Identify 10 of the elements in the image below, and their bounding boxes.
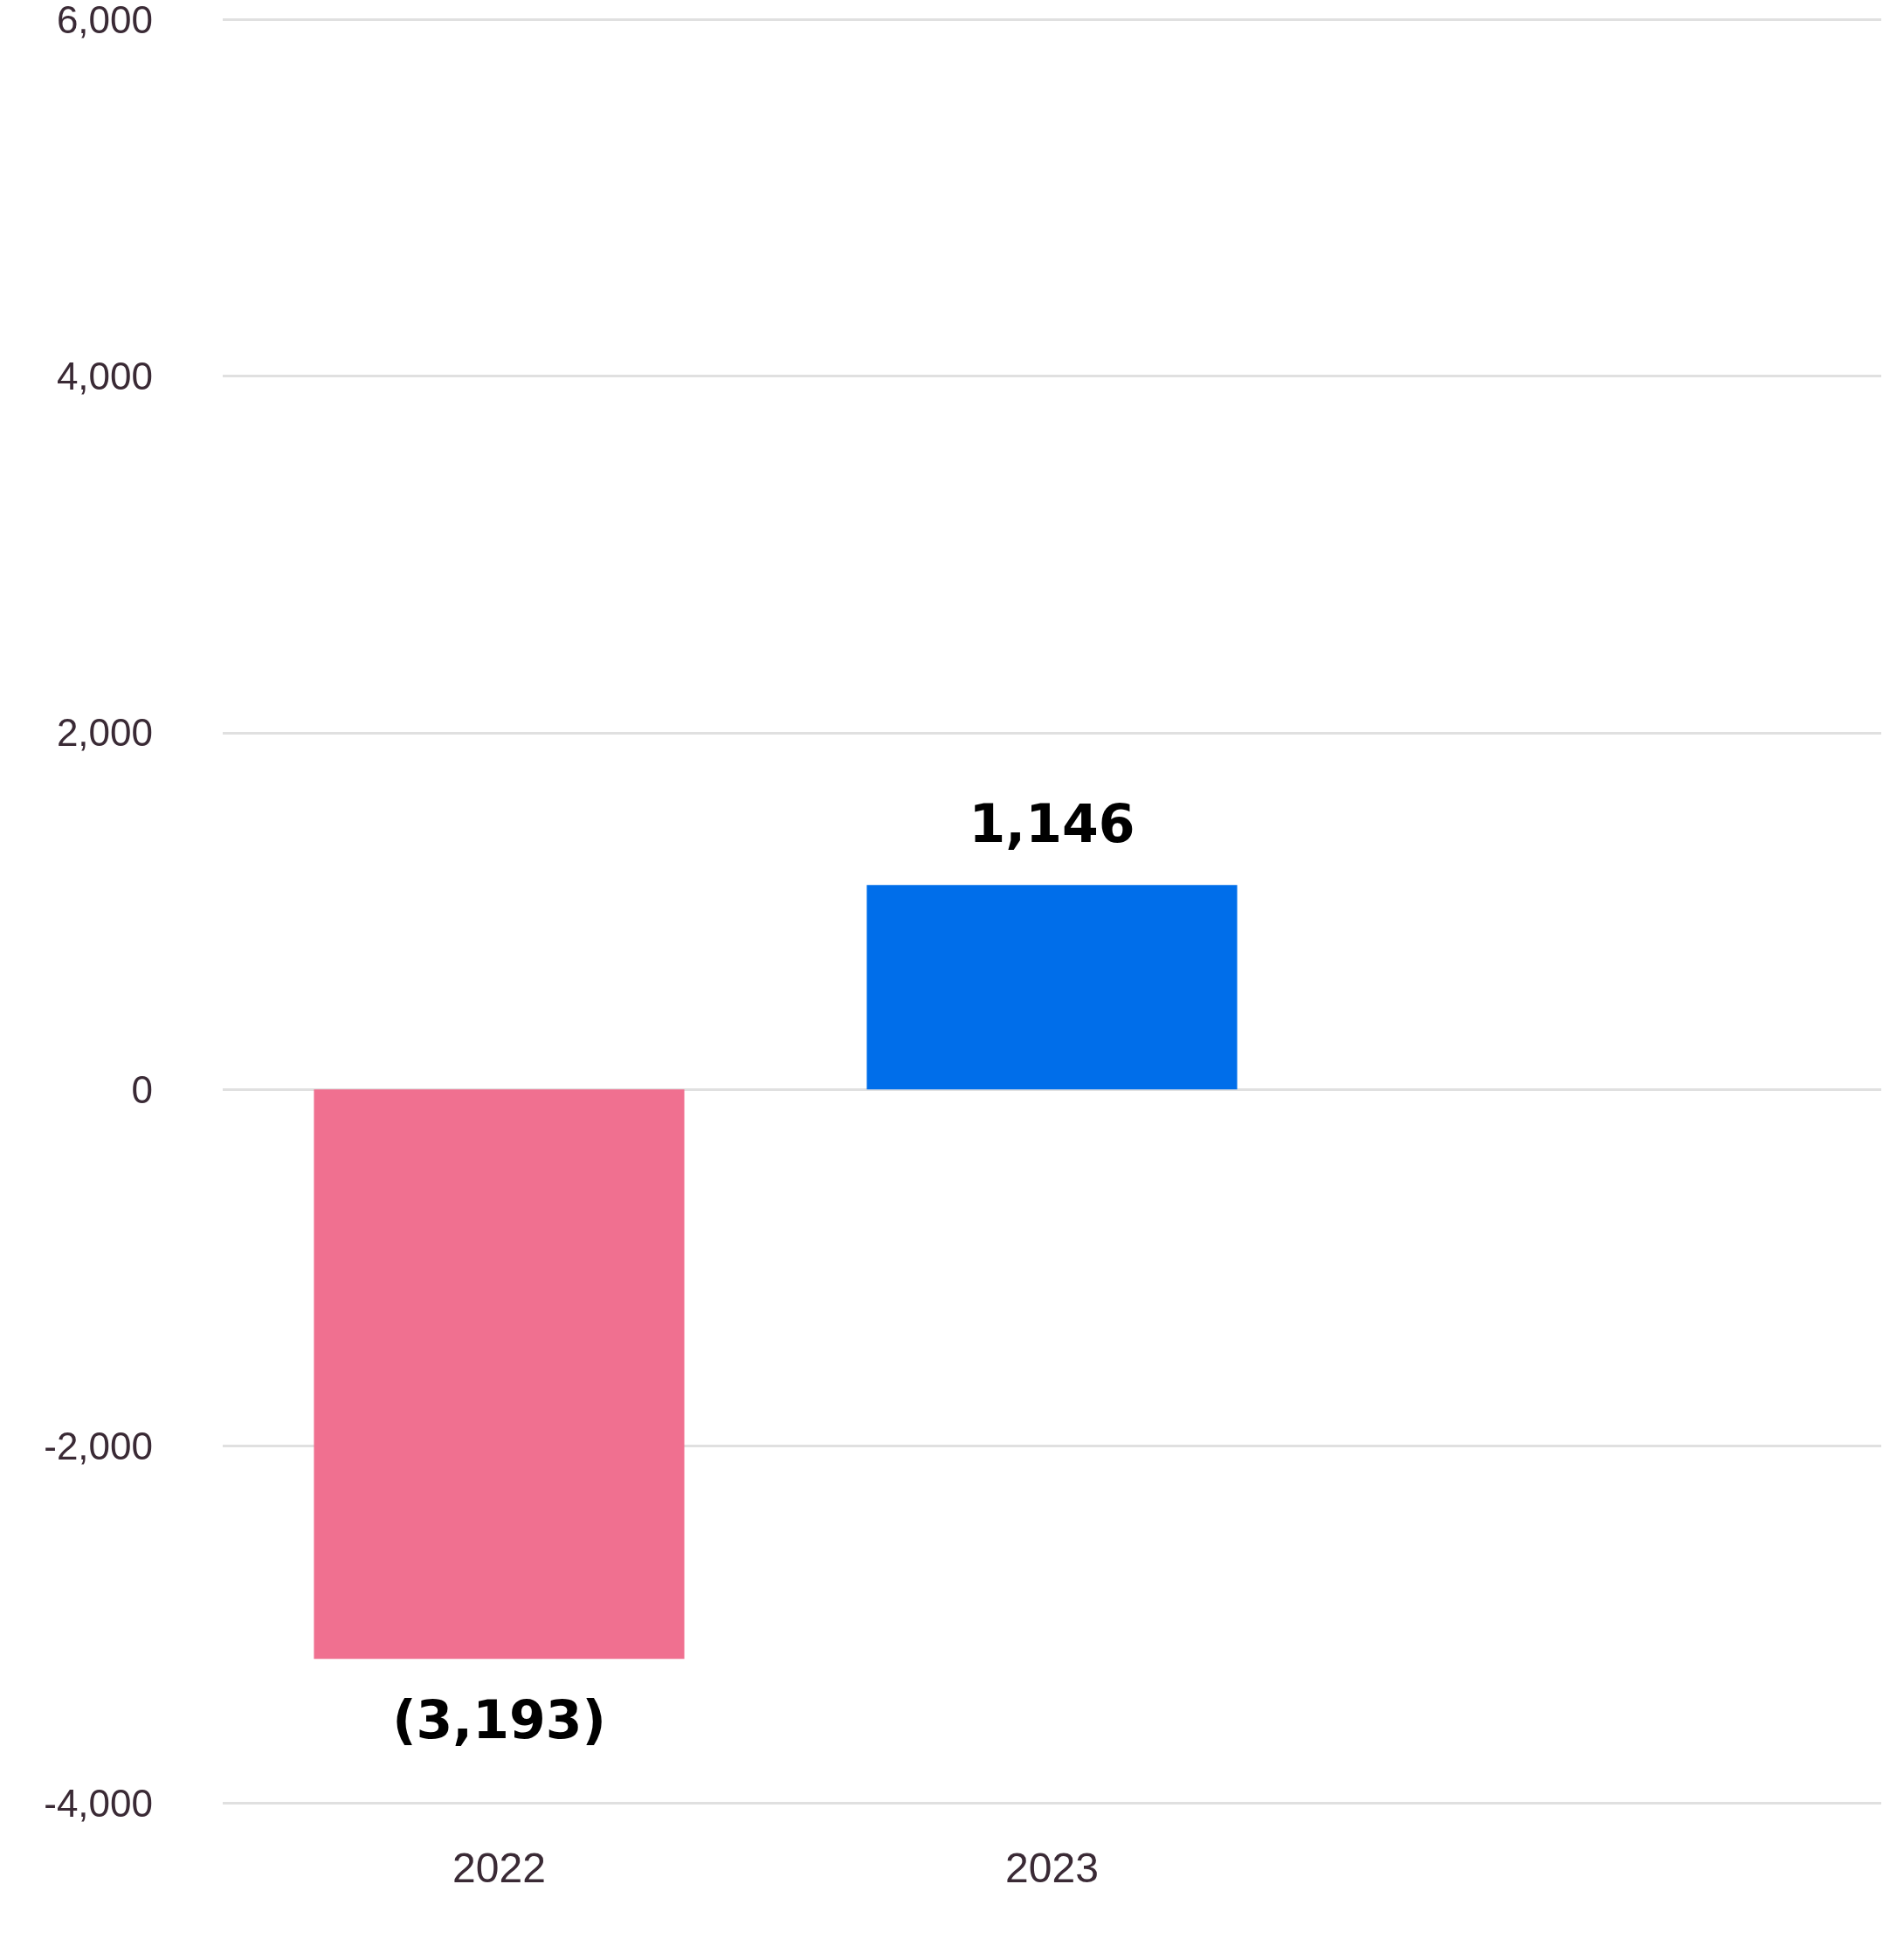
data-label: 1,146 (969, 793, 1135, 855)
y-tick-label: 4,000 (56, 354, 153, 397)
y-tick-label: 2,000 (56, 711, 153, 755)
x-tick-label: 2023 (1005, 1844, 1099, 1891)
x-tick-label: 2022 (452, 1844, 546, 1891)
y-tick-label: -4,000 (44, 1781, 153, 1825)
y-tick-label: 6,000 (56, 0, 153, 41)
data-label: (3,193) (392, 1689, 606, 1751)
y-tick-label: 0 (131, 1067, 153, 1111)
y-tick-label: -2,000 (44, 1425, 153, 1468)
